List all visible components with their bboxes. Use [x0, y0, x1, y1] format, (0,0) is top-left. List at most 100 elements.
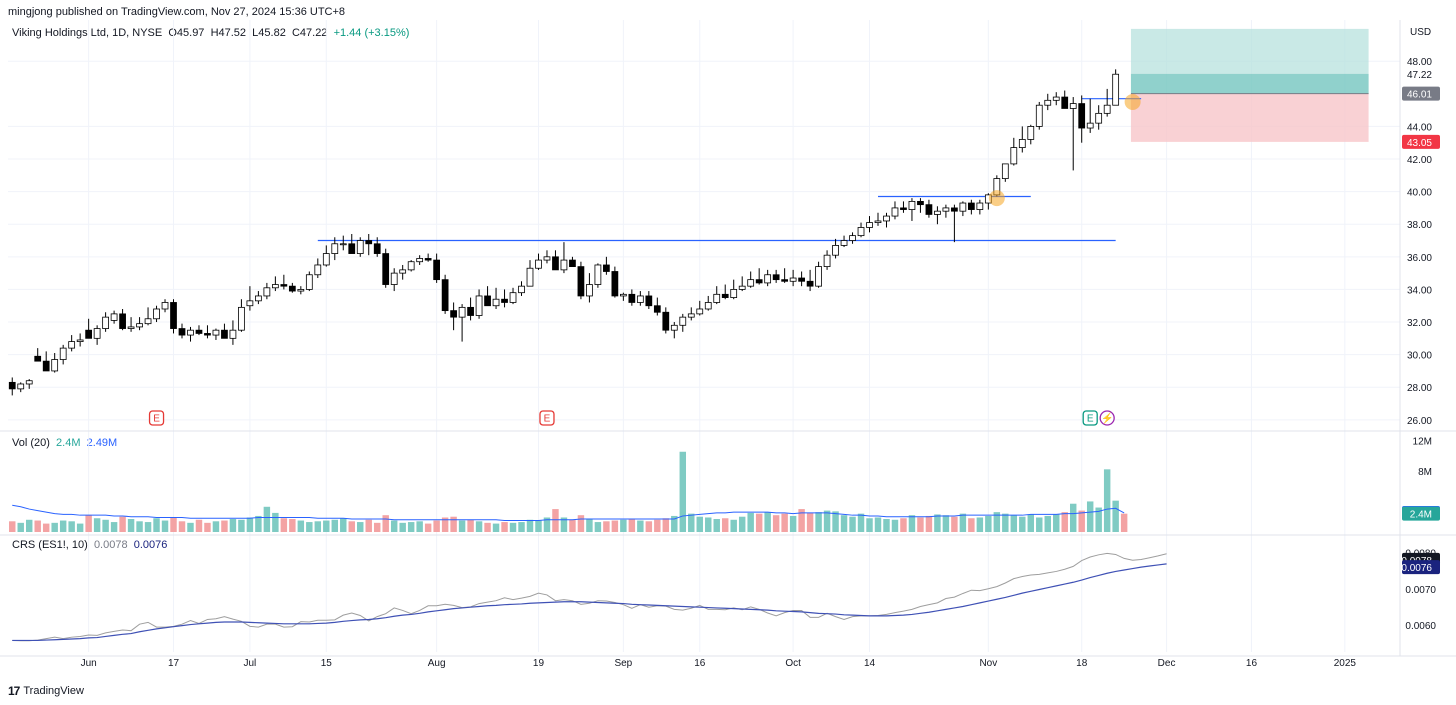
position-target-zone — [1130, 28, 1369, 94]
currency-label[interactable]: USD — [1410, 27, 1432, 38]
candle — [857, 222, 865, 238]
candle-body — [900, 207, 907, 210]
tradingview-brand[interactable]: 17 TradingView — [8, 684, 84, 698]
volume-bar — [688, 513, 695, 532]
candle — [764, 269, 772, 287]
volume-bar — [407, 522, 415, 532]
candle — [552, 250, 559, 271]
volume-bar — [738, 516, 746, 532]
candle — [76, 333, 84, 347]
candle-body — [764, 274, 772, 284]
volume-bar — [144, 522, 152, 532]
volume-bar — [331, 519, 339, 532]
candle-body — [365, 240, 373, 245]
candle — [382, 248, 390, 288]
highlight-circle — [988, 190, 1005, 207]
time-axis[interactable]: Jun 17 Jul 15 Aug 19 Sep 16 Oct 14 Nov 18 Dec 16 2025 — [81, 658, 1357, 669]
volume-legend-ma-value: 2.49M — [86, 437, 118, 449]
candle — [832, 238, 839, 259]
candle-body — [34, 355, 42, 362]
candle-body — [42, 360, 50, 372]
volume-bar — [170, 517, 177, 532]
volume-bar — [424, 523, 432, 532]
volume-bar — [458, 520, 466, 532]
candle-body — [85, 329, 93, 339]
volume-bar — [789, 515, 797, 532]
volume-bar — [823, 510, 831, 532]
candle — [390, 268, 398, 292]
price-label-bg — [1402, 134, 1440, 149]
horizontal-lines[interactable] — [317, 98, 1142, 242]
candle-body — [891, 207, 899, 217]
time-tick-label: Jul — [244, 658, 257, 669]
symbol-name[interactable]: Viking Holdings Ltd, 1D, NYSE — [12, 27, 163, 39]
candle-body — [866, 222, 873, 228]
candle-body — [484, 295, 491, 307]
price-axis[interactable]: 26.00 28.00 30.00 32.00 34.00 36.00 38.00 40.00… — [1401, 57, 1440, 632]
candle-body — [586, 284, 593, 297]
volume-bar — [42, 523, 50, 532]
candle — [798, 271, 805, 287]
volume-bar — [119, 516, 126, 532]
candle — [543, 250, 551, 264]
volume-tick-label: 12M — [1413, 436, 1432, 447]
volume-bar — [900, 518, 907, 532]
candle — [373, 237, 381, 257]
volume-bar — [917, 517, 924, 532]
candle-body — [76, 339, 84, 342]
volume-bar — [348, 521, 355, 532]
candle — [8, 377, 16, 396]
volume-legend: Vol (20) 2.4M 2.49M — [12, 437, 117, 449]
volume-bar — [127, 519, 135, 532]
volume-bar — [280, 518, 288, 532]
candle — [976, 199, 984, 215]
volume-tick-label: 8M — [1418, 467, 1432, 478]
volume-bar — [569, 519, 576, 532]
volume-bar — [365, 519, 372, 532]
candle — [645, 291, 653, 309]
volume-bar — [416, 521, 423, 532]
candle — [356, 237, 364, 257]
ohlc-close: C47.22 — [291, 27, 328, 39]
candle-body — [195, 329, 203, 334]
candle-body — [356, 240, 364, 254]
candle-body — [263, 287, 271, 297]
event-markers[interactable]: E E E ⚡ — [148, 410, 1115, 426]
long-position-tool[interactable] — [1130, 28, 1369, 142]
time-tick-label: Jun — [81, 658, 97, 669]
candle — [1027, 124, 1035, 145]
candle-body — [271, 284, 279, 289]
volume-bar — [603, 521, 610, 532]
publisher-bar: mingjong published on TradingView.com, N… — [8, 6, 346, 18]
candle-body — [959, 202, 967, 212]
candle — [628, 289, 636, 306]
highlights — [988, 93, 1141, 207]
price-tick-label: 34.00 — [1407, 285, 1432, 296]
candle — [424, 253, 432, 262]
price-label: 47.22 — [1407, 70, 1432, 81]
time-tick-label: 18 — [1076, 658, 1088, 669]
volume-bar — [178, 521, 186, 532]
brand-text: TradingView — [23, 685, 84, 697]
candle-body — [305, 274, 313, 290]
volume-bar — [755, 513, 763, 532]
volume-bar — [289, 519, 296, 532]
volume-legend-label[interactable]: Vol (20) — [12, 437, 50, 449]
candle — [110, 310, 118, 324]
crs-legend-label[interactable]: CRS (ES1!, 10) — [12, 539, 88, 551]
volume-bar — [908, 515, 916, 532]
candle — [1010, 137, 1018, 166]
candle — [59, 344, 67, 365]
candle — [1103, 88, 1111, 117]
earnings-icon: E — [1082, 410, 1098, 426]
price-tick-label: 38.00 — [1407, 220, 1432, 231]
candle — [178, 323, 186, 339]
candle — [17, 382, 25, 393]
candle-body — [594, 264, 602, 285]
gridlines — [8, 20, 1400, 652]
pane-dividers — [0, 20, 1456, 657]
candle — [696, 300, 704, 316]
candle-body — [314, 264, 322, 276]
candle — [526, 260, 534, 287]
